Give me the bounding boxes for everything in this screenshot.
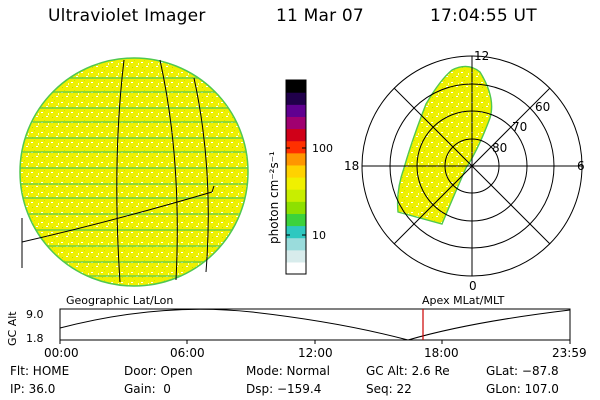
mlt-label-6: 6 [577, 159, 585, 173]
filter-status: Flt: HOME [10, 364, 70, 378]
timeline-y-min: 1.8 [26, 332, 44, 345]
timeline-y-max: 9.0 [26, 308, 44, 321]
lat-label-80: 80 [492, 141, 507, 155]
colorbar-segment [286, 261, 306, 275]
meridian-line [116, 59, 125, 283]
geographic-image [19, 57, 249, 287]
door-status: Door: Open [124, 364, 193, 378]
ip-status: IP: 36.0 [10, 382, 56, 396]
time-label: 17:04:55 UT [430, 6, 537, 26]
mode-status: Mode: Normal [246, 364, 330, 378]
mlt-label-0: 0 [469, 279, 477, 293]
timeline-axis-label: GC Alt [6, 311, 19, 346]
colorbar-segment [286, 249, 306, 263]
colorbar-segment [286, 201, 306, 214]
timeline-right-label: Apex MLat/MLT [422, 294, 505, 307]
mlt-label-18: 18 [344, 159, 359, 173]
colorbar-segment [286, 213, 306, 227]
colorbar-segment [286, 152, 306, 166]
colorbar-segment [286, 164, 306, 178]
glat-status: GLat: −87.8 [486, 364, 559, 378]
x-tick-0600: 06:00 [170, 346, 205, 360]
x-tick-1800: 18:00 [424, 346, 459, 360]
meridian-line [159, 59, 178, 281]
colorbar-segment [286, 128, 306, 142]
colorbar-label: photon cm⁻²s⁻¹ [267, 151, 281, 244]
colorbar-segment [286, 140, 306, 154]
date-label: 11 Mar 07 [276, 6, 364, 26]
lat-label-70: 70 [512, 120, 527, 134]
x-tick-1200: 12:00 [298, 346, 333, 360]
dsp-status: Dsp: −159.4 [246, 382, 322, 396]
x-tick-2359: 23:59 [552, 346, 587, 360]
colorbar-segment [286, 92, 306, 105]
latitude-line [21, 191, 213, 243]
mlt-label-12: 12 [474, 49, 489, 63]
altitude-curve [59, 308, 571, 341]
colorbar-tick-10: 10 [312, 229, 326, 242]
gc-alt-status: GC Alt: 2.6 Re [366, 364, 450, 378]
colorbar-segment [286, 104, 306, 117]
meridian-line [193, 77, 209, 273]
colorbar-segment [286, 189, 306, 202]
colorbar-segment [286, 116, 306, 130]
instrument-title: Ultraviolet Imager [48, 6, 206, 26]
colorbar-segment [286, 177, 306, 190]
polar-plot: 12 18 6 0 60 70 80 [344, 49, 585, 293]
seq-status: Seq: 22 [366, 382, 412, 396]
x-tick-0000: 00:00 [44, 346, 79, 360]
colorbar-segment [286, 225, 306, 239]
colorbar-segment [286, 80, 306, 93]
auroral-oval-image [396, 65, 493, 225]
altitude-timeline: Geographic Lat/Lon Apex MLat/MLT GC Alt … [6, 294, 587, 360]
colorbar-tick-100: 100 [312, 142, 333, 155]
colorbar: 100 10 photon cm⁻²s⁻¹ [267, 79, 333, 275]
gain-status: Gain: 0 [124, 382, 171, 396]
glon-status: GLon: 107.0 [486, 382, 559, 396]
timeline-left-label: Geographic Lat/Lon [66, 294, 173, 307]
colorbar-segment [286, 237, 306, 251]
lat-label-60: 60 [535, 100, 550, 114]
